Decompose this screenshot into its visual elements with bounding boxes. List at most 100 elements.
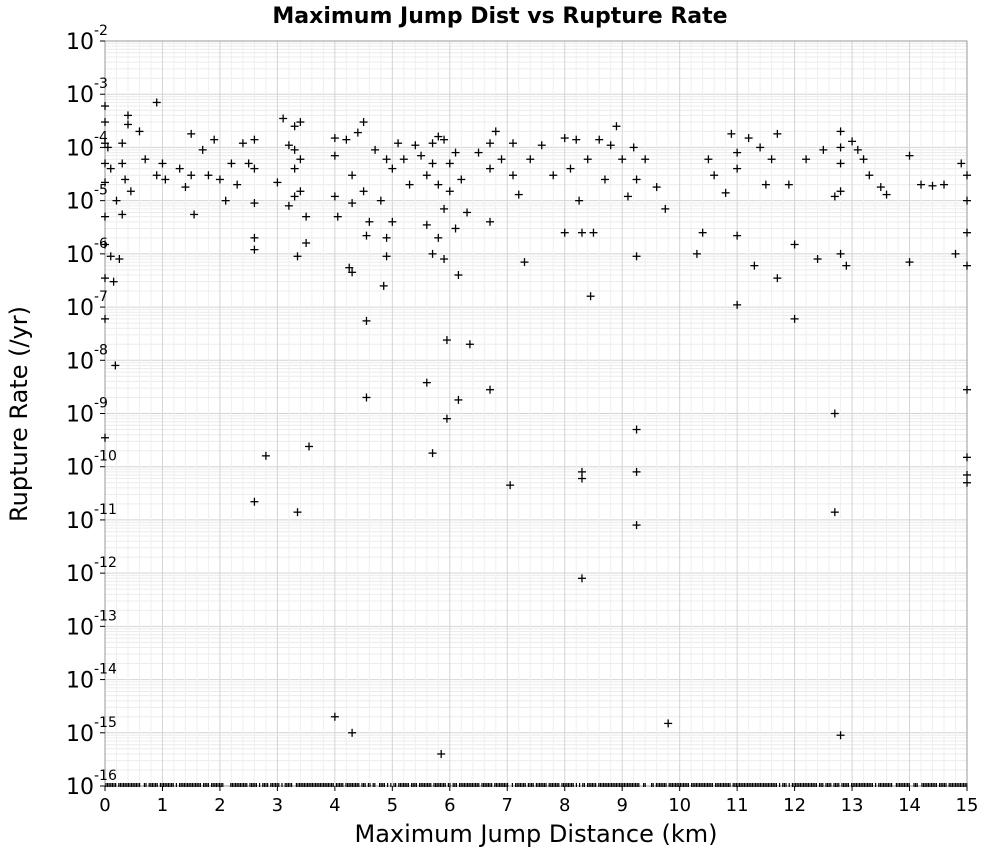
data-point xyxy=(261,451,270,460)
data-point xyxy=(238,139,247,148)
data-point xyxy=(388,164,397,173)
data-point xyxy=(733,231,742,240)
data-point xyxy=(721,188,730,197)
data-point xyxy=(836,187,845,196)
data-point xyxy=(250,164,259,173)
data-point xyxy=(836,127,845,136)
data-point xyxy=(595,135,604,144)
data-point xyxy=(836,159,845,168)
data-point xyxy=(305,442,314,451)
data-point xyxy=(109,277,118,286)
data-point xyxy=(250,245,259,254)
data-point xyxy=(497,155,506,164)
data-point xyxy=(882,190,891,199)
data-point xyxy=(865,171,874,180)
data-point xyxy=(451,224,460,233)
data-point xyxy=(250,135,259,144)
data-point xyxy=(560,134,569,143)
data-point xyxy=(244,159,253,168)
data-point xyxy=(486,139,495,148)
x-tick-label: 13 xyxy=(841,795,864,816)
data-point xyxy=(940,180,949,189)
data-point xyxy=(221,196,230,205)
data-point xyxy=(437,749,446,758)
data-point xyxy=(411,141,420,150)
data-point xyxy=(440,255,449,264)
data-point xyxy=(181,183,190,192)
data-point xyxy=(345,263,354,272)
data-point xyxy=(388,217,397,226)
data-point xyxy=(348,199,357,208)
data-point xyxy=(405,180,414,189)
data-point xyxy=(190,210,199,219)
y-tick-label: 10-2 xyxy=(66,23,108,55)
chart-title: Maximum Jump Dist vs Rupture Rate xyxy=(272,4,727,29)
data-point xyxy=(457,175,466,184)
data-point xyxy=(853,145,862,154)
y-tick-label: 10-8 xyxy=(66,342,108,374)
data-point xyxy=(575,196,584,205)
data-point xyxy=(848,137,857,146)
data-point xyxy=(428,449,437,458)
y-tick-label: 10-11 xyxy=(66,502,117,534)
x-tick-label: 11 xyxy=(726,795,749,816)
data-point xyxy=(101,178,109,187)
data-point xyxy=(698,228,707,237)
data-point xyxy=(126,187,135,196)
data-point xyxy=(463,208,472,217)
data-point xyxy=(566,164,575,173)
data-point xyxy=(514,190,523,199)
data-point xyxy=(486,385,495,394)
data-point xyxy=(158,159,167,168)
x-tick-label: 3 xyxy=(272,795,283,816)
y-axis-ticks: 10-2 10-3 10-4 10-5 10-6 10-7 10-8 10-9 10-10 10-… xyxy=(66,23,117,800)
data-point xyxy=(951,249,960,258)
data-point xyxy=(661,204,670,213)
data-point xyxy=(859,155,868,164)
data-point xyxy=(606,141,615,150)
data-point xyxy=(842,261,851,270)
data-point xyxy=(204,171,213,180)
data-point xyxy=(330,151,339,160)
data-point xyxy=(382,233,391,242)
data-point xyxy=(830,508,839,517)
zero-rate-rug xyxy=(105,783,968,787)
data-point xyxy=(121,175,130,184)
data-point xyxy=(957,159,966,168)
data-point xyxy=(442,336,451,345)
data-point xyxy=(348,728,357,737)
data-point xyxy=(520,258,529,267)
data-point xyxy=(273,178,282,187)
data-point xyxy=(101,314,109,323)
data-point xyxy=(963,171,971,180)
data-point xyxy=(152,171,161,180)
data-point xyxy=(394,139,403,148)
data-point xyxy=(428,139,437,148)
data-point xyxy=(290,164,299,173)
data-point xyxy=(428,249,437,258)
data-point xyxy=(198,145,207,154)
data-point xyxy=(733,148,742,157)
data-point xyxy=(233,180,242,189)
data-point xyxy=(727,129,736,138)
data-point xyxy=(819,145,828,154)
x-tick-label: 15 xyxy=(956,795,979,816)
data-point xyxy=(905,151,914,160)
data-point xyxy=(428,159,437,168)
data-point xyxy=(118,159,127,168)
data-point xyxy=(399,155,408,164)
data-point xyxy=(802,155,811,164)
data-point xyxy=(422,378,431,387)
data-point xyxy=(632,425,641,434)
data-point xyxy=(664,719,673,728)
y-tick-label: 10-13 xyxy=(66,608,117,640)
y-tick-label: 10-16 xyxy=(66,768,117,800)
data-point xyxy=(250,497,259,506)
data-point xyxy=(376,196,385,205)
data-point xyxy=(250,233,259,242)
x-tick-label: 12 xyxy=(783,795,806,816)
data-point xyxy=(302,238,311,247)
data-point xyxy=(486,164,495,173)
data-point xyxy=(103,143,112,152)
y-tick-label: 10-15 xyxy=(66,715,117,747)
